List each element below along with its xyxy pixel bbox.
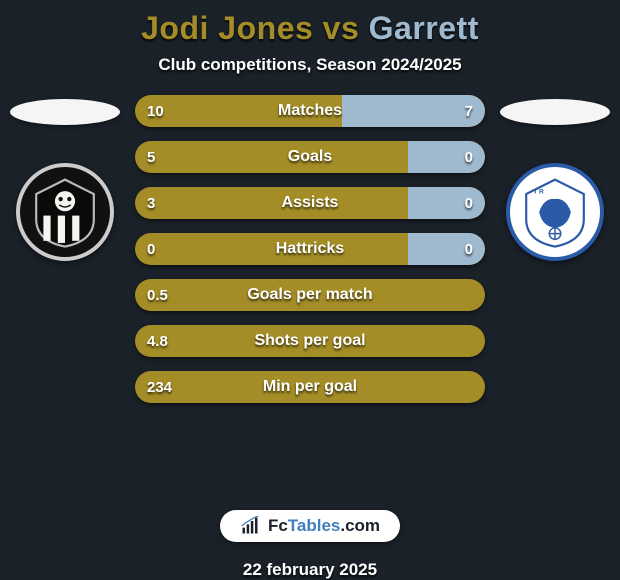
brand-part1: Fc	[268, 516, 288, 535]
stat-fill-right	[408, 233, 485, 265]
brand-part2: Tables	[288, 516, 341, 535]
stat-fill-right	[342, 95, 486, 127]
stat-track	[135, 233, 485, 265]
player1-name: Jodi Jones	[141, 10, 313, 46]
right-oval-decor	[500, 99, 610, 125]
tranmere-rovers-badge: T R	[506, 163, 604, 261]
stat-track	[135, 325, 485, 357]
stat-row: Matches107	[135, 95, 485, 127]
stat-track	[135, 141, 485, 173]
vs-text: vs	[323, 10, 360, 46]
stat-fill-right	[408, 187, 485, 219]
club-badge-left-icon	[29, 176, 101, 248]
stat-row: Goals50	[135, 141, 485, 173]
brand-part3: .com	[340, 516, 380, 535]
notts-county-badge	[16, 163, 114, 261]
stat-row: Hattricks00	[135, 233, 485, 265]
left-column	[5, 95, 125, 261]
brand-pill[interactable]: FcTables.com	[220, 510, 400, 542]
stat-track	[135, 187, 485, 219]
stat-rows: Matches107 Goals50 Assists30 Hattricks00 Goa…	[135, 95, 485, 403]
stat-track	[135, 371, 485, 403]
stat-fill-right	[408, 141, 485, 173]
chart-icon	[240, 516, 260, 536]
comparison-title: Jodi Jones vs Garrett	[141, 10, 479, 47]
stat-track	[135, 279, 485, 311]
main-content: Matches107 Goals50 Assists30 Hattricks00 Goa…	[0, 95, 620, 488]
right-column: T R	[495, 95, 615, 261]
stat-row: Assists30	[135, 187, 485, 219]
stat-row: Goals per match0.5	[135, 279, 485, 311]
club-badge-right-icon: T R	[519, 176, 591, 248]
stat-row: Min per goal234	[135, 371, 485, 403]
stat-row: Shots per goal4.8	[135, 325, 485, 357]
date-text: 22 february 2025	[243, 560, 377, 580]
left-oval-decor	[10, 99, 120, 125]
stat-track	[135, 95, 485, 127]
subtitle: Club competitions, Season 2024/2025	[158, 55, 461, 75]
player2-name: Garrett	[369, 10, 479, 46]
svg-text:T R: T R	[533, 188, 544, 195]
brand-text: FcTables.com	[268, 516, 380, 536]
